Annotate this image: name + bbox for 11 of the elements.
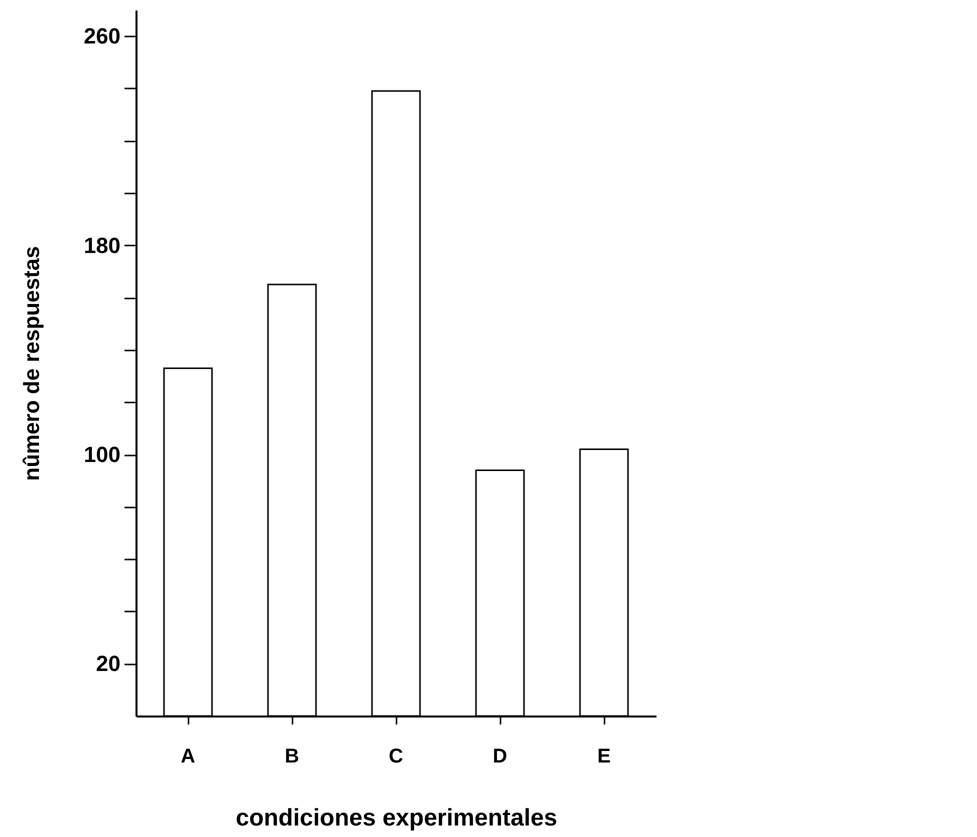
y-tick-label: 100 [84, 442, 120, 468]
y-axis-title: nûmero de respuestas [18, 246, 44, 481]
x-tick-label: E [597, 746, 611, 768]
x-tick-label: D [492, 746, 508, 768]
y-tick-label: 180 [84, 232, 120, 258]
x-tick-label: C [388, 746, 404, 768]
y-tick-label: 20 [96, 651, 120, 676]
y-tick-label: 260 [84, 24, 120, 49]
x-tick-label: B [284, 746, 300, 768]
x-axis-title: condiciones experimentales [236, 804, 558, 832]
x-tick-label: A [180, 746, 196, 768]
